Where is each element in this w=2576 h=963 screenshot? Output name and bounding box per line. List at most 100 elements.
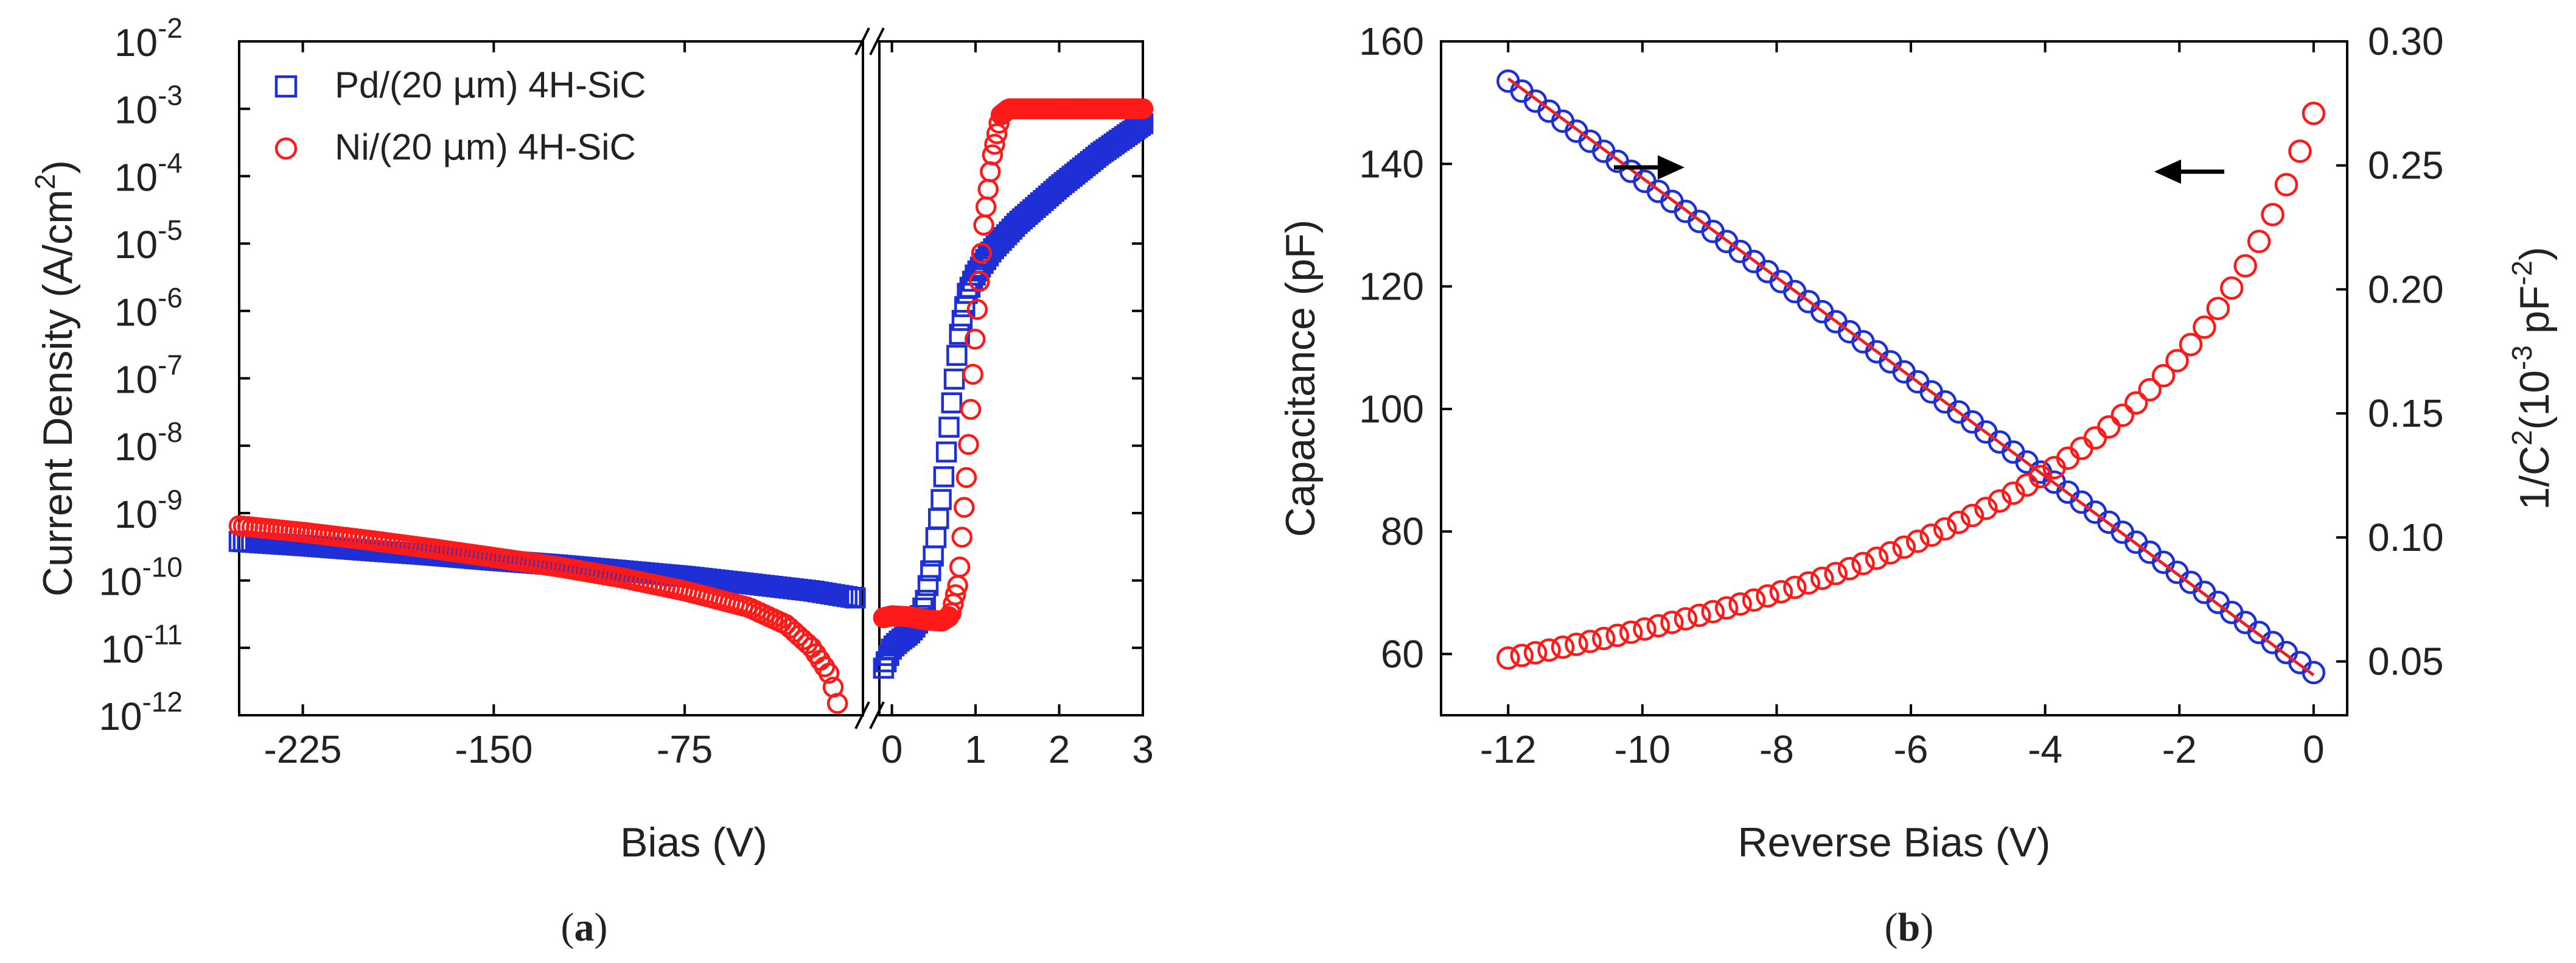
data-point xyxy=(1974,496,1998,520)
data-point xyxy=(1551,636,1575,659)
y-tick-label: 10-9 xyxy=(114,484,183,536)
data-point xyxy=(1701,600,1725,624)
data-point xyxy=(1674,607,1698,631)
data-point xyxy=(1837,556,1862,581)
legend-label: Ni/(20 μm) 4H-SiC xyxy=(335,126,636,169)
data-point xyxy=(1132,98,1154,119)
data-point xyxy=(1496,69,1520,93)
data-point xyxy=(951,310,973,331)
data-point xyxy=(935,441,957,463)
data-point xyxy=(2138,377,2162,402)
x-tick-label: -10 xyxy=(1614,727,1671,771)
x-tick-label: -8 xyxy=(1759,727,1794,771)
data-point xyxy=(1742,588,1766,612)
data-point xyxy=(1824,561,1848,586)
y2-tick-label: 0.20 xyxy=(2368,267,2444,311)
legend-marker xyxy=(274,137,298,160)
data-point xyxy=(1851,552,1875,576)
x-tick-label: 0 xyxy=(881,727,903,771)
data-point xyxy=(969,270,990,292)
data-point xyxy=(1633,617,1656,641)
y-tick-label: 100 xyxy=(1359,387,1424,431)
caption-b: (b) xyxy=(1885,905,1934,950)
x-tick-label: 3 xyxy=(1132,727,1154,771)
data-point xyxy=(966,299,988,320)
data-point xyxy=(941,392,963,414)
data-point xyxy=(1592,626,1616,651)
data-point xyxy=(917,575,939,597)
y-tick-exponent: -6 xyxy=(158,282,183,313)
y-tick-label: 10-10 xyxy=(99,552,183,604)
data-point xyxy=(951,527,973,548)
x-tick-label: -75 xyxy=(657,727,713,771)
data-point xyxy=(962,363,983,385)
y-tick-exponent: -11 xyxy=(144,618,183,650)
legend: Pd/(20 μm) 4H-SiC Ni/(20 μm) 4H-SiC xyxy=(274,64,646,169)
data-point xyxy=(1906,530,1930,553)
data-point xyxy=(1523,641,1548,665)
y-tick-label: 10-2 xyxy=(114,12,183,65)
x-tick-label: -2 xyxy=(2162,727,2197,771)
data-point xyxy=(2097,415,2121,439)
series-ni xyxy=(228,98,1154,714)
y-tick-label: 10-4 xyxy=(114,147,183,199)
data-point xyxy=(958,433,979,455)
data-point xyxy=(954,497,975,518)
data-point xyxy=(2233,254,2257,278)
y-tick-label: 160 xyxy=(1359,19,1424,63)
arrow-left-icon xyxy=(2154,159,2224,184)
y-tick-label: 120 xyxy=(1359,265,1424,309)
data-point xyxy=(971,242,993,264)
y-tick-exponent: -7 xyxy=(158,349,183,381)
fit-line xyxy=(1507,77,2315,677)
y-tick-label: 10-8 xyxy=(114,416,183,469)
data-point xyxy=(977,178,999,200)
data-point xyxy=(982,144,1004,166)
y2-tick-label: 0.25 xyxy=(2368,144,2444,187)
y-tick-exponent: -9 xyxy=(158,484,183,516)
data-point xyxy=(946,345,968,366)
data-point xyxy=(1783,575,1807,600)
data-point xyxy=(949,556,971,578)
x-tick-label: 1 xyxy=(965,727,986,771)
data-point xyxy=(944,584,966,606)
x-tick-label: -6 xyxy=(1894,727,1929,771)
y-tick-exponent: -3 xyxy=(158,80,183,111)
data-point xyxy=(938,416,960,438)
data-point xyxy=(2302,660,2326,685)
data-point xyxy=(1646,614,1670,638)
data-point xyxy=(928,508,949,530)
y-tick-exponent: -2 xyxy=(158,12,183,44)
data-point xyxy=(1565,632,1588,656)
data-point xyxy=(2261,203,2285,226)
data-point xyxy=(925,527,947,548)
y2-tick-label: 0.10 xyxy=(2368,516,2444,559)
data-point xyxy=(2002,481,2025,505)
chart-a: 10-210-310-410-510-610-710-810-910-1010-… xyxy=(29,12,1154,866)
data-point xyxy=(1933,517,1957,541)
y-tick-label: 10-3 xyxy=(114,80,183,132)
data-point xyxy=(2124,391,2148,415)
data-point xyxy=(2274,173,2299,197)
y-tick-exponent: -8 xyxy=(158,416,183,448)
data-point xyxy=(1510,643,1534,667)
data-point xyxy=(1728,592,1752,616)
data-point xyxy=(2165,349,2189,373)
data-point xyxy=(1769,580,1793,604)
data-point xyxy=(2151,363,2176,388)
data-point xyxy=(920,560,941,581)
data-point xyxy=(943,368,965,390)
data-point xyxy=(826,693,848,714)
data-point xyxy=(2220,276,2244,300)
data-point xyxy=(2083,426,2107,450)
data-point xyxy=(984,133,1005,155)
legend-marker xyxy=(274,75,298,98)
data-point xyxy=(2179,332,2203,357)
y2-axis-label: 1/C2(10-3 pF-2) xyxy=(2506,247,2558,510)
x-tick-label: -12 xyxy=(1480,727,1537,771)
data-point xyxy=(980,161,1001,183)
data-point xyxy=(1810,566,1834,590)
x-tick-label: 0 xyxy=(2303,727,2325,771)
y-axis-label: Capacitance (pF) xyxy=(1277,220,1324,538)
